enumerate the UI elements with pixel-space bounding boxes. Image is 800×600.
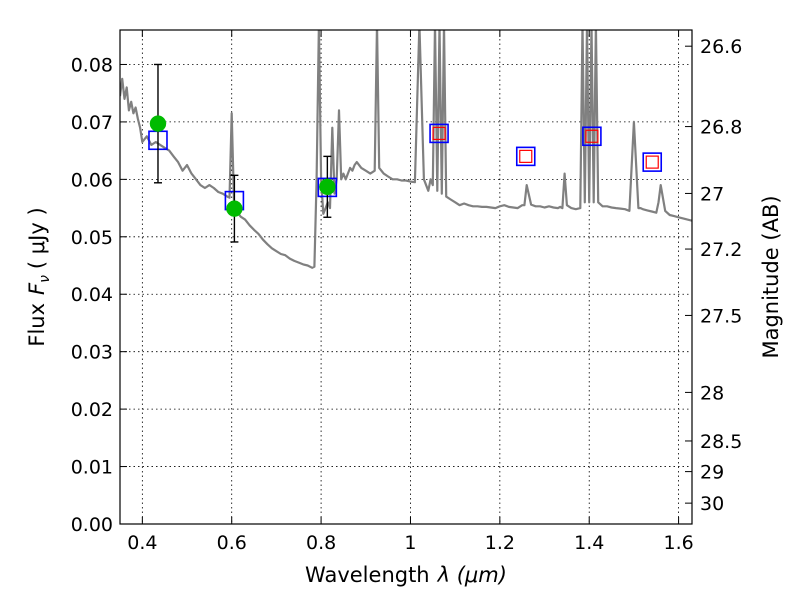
y2-tick-label: 26.6 [700, 36, 742, 58]
y2-axis-label: Magnitude (AB) [759, 195, 783, 358]
y-tick-label: 0.01 [71, 457, 113, 479]
y-tick-label: 0.06 [71, 169, 113, 191]
y-tick-label: 0.08 [71, 54, 113, 76]
model-band-square [429, 123, 449, 144]
observed-point [149, 115, 167, 132]
plot-area [120, 30, 692, 269]
y2-tick-label: 27 [700, 183, 724, 205]
model-band-inner-square [519, 149, 533, 163]
x-tick-label: 1 [404, 532, 416, 554]
y-tick-label: 0.02 [71, 399, 113, 421]
y2-tick-label: 28 [700, 382, 724, 404]
y-tick-label: 0.03 [71, 342, 113, 364]
model-band-square [582, 126, 602, 147]
plot-frame [119, 29, 693, 525]
sed-line [120, 30, 692, 269]
x-tick-label: 1.2 [485, 532, 515, 554]
y2-tick-label: 26.8 [700, 117, 742, 139]
y2-tick-label: 29 [700, 462, 724, 484]
x-tick-label: 0.8 [306, 532, 336, 554]
axes-ticks: 0.4 0.6 0.8 1 1.2 1.4 1.6 0.00 0.01 0.02 0.03 0.04 0… [71, 30, 742, 554]
model-band-square [642, 152, 663, 172]
x-tick-label: 0.4 [127, 532, 157, 554]
y2-tick-label: 30 [700, 493, 724, 515]
y-tick-label: 0.04 [71, 284, 113, 306]
x-axis-label: Wavelength λ (μm) [305, 563, 507, 587]
y-tick-label: 0.07 [71, 112, 113, 134]
y2-tick-label: 27.5 [700, 305, 742, 327]
model-band-square [515, 146, 536, 167]
y2-tick-label: 28.5 [700, 431, 742, 453]
x-tick-label: 1.6 [663, 532, 693, 554]
y2-tick-label: 27.2 [700, 239, 742, 261]
x-tick-label: 0.6 [217, 532, 247, 554]
model-band-inner-square [585, 129, 599, 143]
y-tick-label: 0.00 [71, 514, 113, 536]
observed-point [319, 178, 336, 196]
y-tick-label: 0.05 [71, 227, 113, 249]
y-axis-label: FluxFν( μJy ) [25, 207, 53, 346]
x-tick-label: 1.4 [574, 532, 604, 554]
model-band-inner-square [645, 155, 659, 169]
model-band-inner-square [432, 126, 446, 140]
observed-point [226, 200, 243, 217]
